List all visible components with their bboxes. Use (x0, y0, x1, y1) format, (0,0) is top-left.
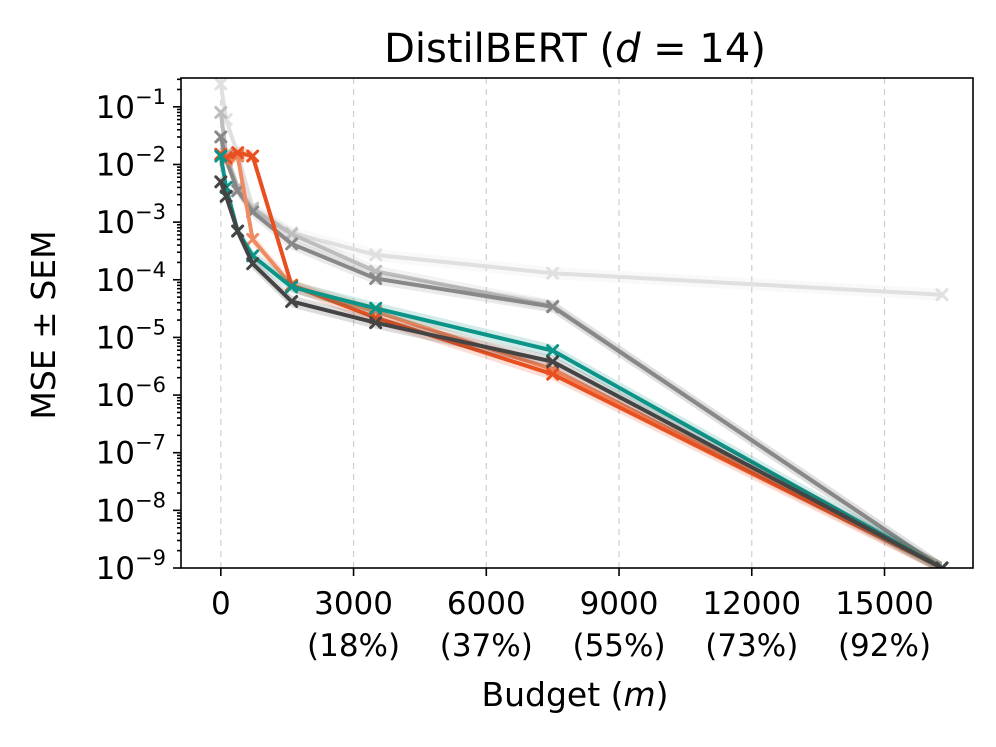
data-point (546, 266, 560, 280)
data-point (546, 344, 560, 358)
y-tick-label: 10−5 (96, 315, 166, 356)
series-band (220, 130, 943, 568)
x-tick-label: 15000 (835, 586, 934, 622)
x-tick-label: 3000 (314, 586, 393, 622)
plot-frame (180, 77, 974, 569)
series-line (218, 134, 945, 568)
data-point (285, 227, 299, 241)
series-layer (214, 78, 949, 568)
series-line (218, 179, 945, 568)
x-axis-label-end: ) (656, 675, 669, 714)
y-axis: 10−9 10−8 10−7 10−6 10−5 10−4 10−3 10−2 10−1 (96, 78, 181, 587)
data-point (546, 355, 560, 369)
data-point (214, 175, 228, 189)
data-point (546, 367, 560, 381)
series-band (220, 78, 943, 301)
data-point (369, 248, 383, 262)
y-axis-label: MSE ± SEM (24, 230, 63, 419)
data-point (369, 301, 383, 315)
x-tick-sublabel: (37%) (440, 628, 533, 664)
data-point (369, 316, 383, 330)
series-band (220, 150, 943, 568)
data-point (246, 149, 260, 163)
y-tick-label: 10−8 (96, 488, 166, 529)
y-tick-label: 10−3 (96, 200, 166, 241)
data-point (246, 232, 260, 246)
data-point (231, 224, 245, 238)
x-axis: 0 3000 (18%) 6000 (37%) 9000 (55%) 12000 (73%) 15… (211, 568, 934, 664)
data-point (214, 105, 228, 119)
data-point (285, 237, 299, 251)
data-point (546, 300, 560, 314)
chart-title: DistilBERT (d = 14) (384, 26, 766, 72)
data-point (246, 257, 260, 271)
data-point (285, 280, 299, 294)
data-point (231, 184, 245, 198)
x-axis-label: Budget (m) (481, 675, 668, 714)
data-point (214, 149, 228, 163)
x-tick-label: 0 (211, 586, 231, 622)
x-tick-sublabel: (92%) (838, 628, 931, 664)
data-point (935, 561, 949, 568)
y-tick-label: 10−2 (96, 142, 166, 183)
y-tick-label: 10−9 (96, 546, 166, 587)
chart-title-var: d (615, 26, 641, 72)
grid (220, 78, 886, 568)
x-tick-sublabel: (18%) (307, 628, 400, 664)
y-tick-label: 10−7 (96, 431, 166, 472)
y-tick-label: 10−6 (96, 373, 166, 414)
series-band (220, 175, 943, 568)
chart-title-eq: = 14) (640, 26, 765, 72)
data-point (214, 130, 228, 144)
y-tick-label: 10−4 (96, 258, 166, 299)
x-tick-label: 6000 (447, 586, 526, 622)
data-point (231, 146, 245, 160)
data-point (285, 294, 299, 308)
x-axis-label-var: m (624, 675, 656, 714)
data-point (219, 189, 233, 203)
data-point (935, 288, 949, 302)
series-band (220, 106, 943, 568)
y-tick-label: 10−1 (96, 85, 166, 126)
x-axis-label-main: Budget ( (481, 675, 623, 714)
data-point (214, 78, 228, 91)
x-tick-label: 9000 (580, 586, 659, 622)
chart-title-main: DistilBERT ( (384, 26, 615, 72)
x-tick-sublabel: (73%) (705, 628, 798, 664)
data-point (369, 272, 383, 286)
x-tick-sublabel: (55%) (572, 628, 665, 664)
x-tick-label: 12000 (702, 586, 801, 622)
